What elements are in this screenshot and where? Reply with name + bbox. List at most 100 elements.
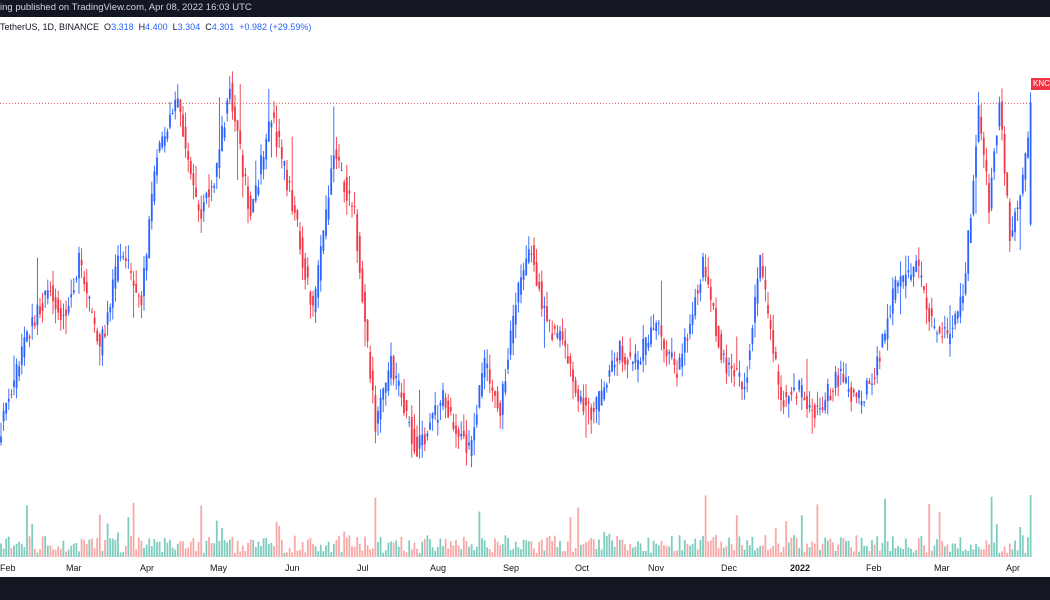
- candle-body: [257, 187, 260, 195]
- candle-body: [327, 197, 330, 220]
- candle-body: [332, 155, 335, 169]
- volume-bar: [28, 536, 31, 557]
- candle-body: [912, 267, 915, 278]
- candle-body: [868, 381, 871, 385]
- candle-body: [579, 396, 582, 402]
- candle-body: [221, 125, 223, 152]
- volume-bar: [754, 550, 756, 557]
- volume-bar: [665, 546, 668, 557]
- candle-body: [803, 397, 806, 401]
- candle-body: [249, 195, 252, 216]
- candle-body: [1019, 196, 1022, 210]
- candle-body: [956, 311, 959, 319]
- volume-bar: [985, 540, 988, 557]
- candle-body: [876, 356, 879, 376]
- candle-body: [878, 357, 881, 362]
- candle-body: [943, 327, 946, 329]
- volume-bar: [910, 548, 912, 557]
- candle-body: [145, 255, 148, 271]
- candle-body: [109, 307, 112, 313]
- candle-body: [865, 380, 868, 395]
- candle-body: [1027, 137, 1029, 158]
- volume-bar: [390, 541, 392, 557]
- candle-body: [434, 405, 437, 416]
- volume-bar: [267, 544, 270, 557]
- volume-bar: [504, 535, 507, 557]
- close-label: C: [205, 22, 212, 32]
- volume-bar: [829, 538, 832, 557]
- candle-body: [28, 336, 31, 339]
- volume-bar: [189, 541, 192, 557]
- volume-bar: [876, 536, 879, 557]
- volume-bar: [439, 538, 442, 557]
- volume-bar: [579, 544, 582, 557]
- volume-bar: [748, 545, 751, 557]
- candle-body: [959, 296, 962, 317]
- candle-body: [993, 151, 996, 172]
- candle-body: [488, 369, 491, 384]
- candle-body: [382, 388, 385, 400]
- candle-body: [751, 328, 754, 344]
- candle-body: [538, 282, 541, 289]
- volume-bar: [481, 538, 483, 557]
- candle-body: [475, 414, 478, 425]
- volume-bar: [780, 552, 782, 557]
- candle-body: [65, 309, 67, 316]
- candle-body: [964, 273, 967, 294]
- volume-bar: [969, 544, 972, 557]
- candle-body: [977, 105, 980, 142]
- candle-body: [462, 430, 465, 437]
- candle-body: [535, 262, 538, 286]
- candle-body: [18, 366, 21, 377]
- candle-body: [730, 365, 733, 369]
- candle-body: [460, 433, 463, 437]
- close-value: 4.301: [211, 22, 235, 32]
- volume-bar: [702, 535, 704, 557]
- candle-body: [325, 209, 327, 237]
- volume-bar: [460, 549, 463, 557]
- volume-bar: [881, 543, 884, 557]
- volume-bar: [676, 550, 678, 557]
- candle-body: [184, 126, 187, 149]
- volume-bar: [834, 551, 837, 557]
- volume-bar: [980, 549, 983, 557]
- volume-bar: [273, 546, 275, 557]
- candle-body: [156, 157, 158, 176]
- candle-body: [52, 285, 54, 302]
- volume-bar: [920, 535, 923, 557]
- x-tick-label: Apr: [140, 563, 154, 573]
- candle-body: [499, 402, 502, 417]
- candle-body: [720, 334, 723, 361]
- candle-body: [891, 288, 894, 314]
- volume-bar: [938, 512, 941, 557]
- x-tick-label: 2022: [790, 563, 810, 573]
- candle-body: [1003, 133, 1006, 174]
- candle-body: [772, 330, 775, 354]
- volume-bar: [382, 552, 385, 557]
- candle-body: [39, 306, 41, 315]
- candle-body: [566, 355, 569, 364]
- candle-body: [855, 393, 858, 398]
- x-tick-label: Dec: [721, 563, 738, 573]
- volume-bar: [387, 542, 390, 557]
- candle-body: [715, 307, 717, 336]
- volume-bar: [608, 533, 611, 557]
- candle-body: [759, 254, 762, 279]
- volume-bar: [72, 543, 75, 557]
- volume-bar: [83, 540, 86, 557]
- x-tick-label: Oct: [575, 563, 590, 573]
- volume-bar: [782, 546, 785, 557]
- candle-body: [509, 330, 512, 355]
- volume-bar: [800, 515, 803, 557]
- candle-body: [93, 317, 96, 325]
- volume-bar: [668, 546, 671, 557]
- volume-bar: [483, 540, 486, 557]
- candle-body: [1001, 101, 1003, 130]
- volume-bar: [956, 548, 959, 557]
- volume-bar: [813, 543, 816, 557]
- volume-bar: [1029, 495, 1032, 557]
- volume-bar: [470, 544, 473, 557]
- volume-bar: [338, 536, 340, 557]
- volume-bar: [806, 543, 808, 557]
